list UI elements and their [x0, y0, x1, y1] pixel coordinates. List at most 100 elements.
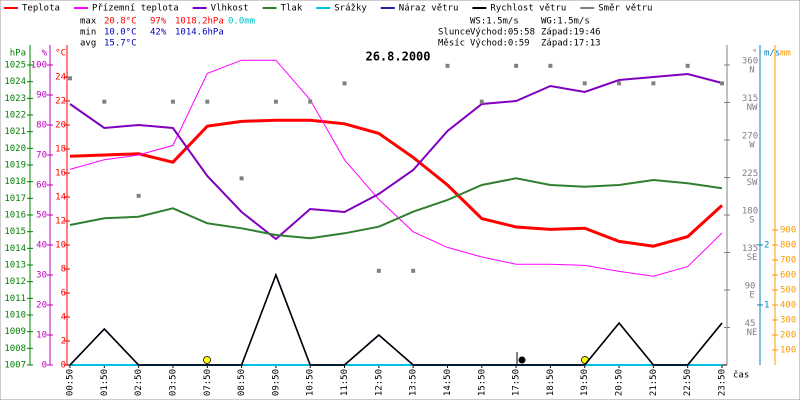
y-tick-label: 100	[31, 61, 47, 71]
x-tick-label: 13:50	[409, 369, 419, 396]
y-tick-label: 1014	[4, 244, 26, 254]
y-tick-label: 1013	[4, 261, 26, 271]
direction-point	[445, 63, 450, 68]
y-tick-label: 6	[61, 289, 66, 299]
y-tick-label: 20	[36, 301, 47, 311]
direction-point	[548, 63, 553, 68]
y-tick-label: 1016	[4, 211, 26, 221]
y-tick-label: 1021	[4, 127, 26, 137]
y-tick-label: 1023	[4, 94, 26, 104]
y-tick-label: 1018	[4, 177, 26, 187]
direction-point	[514, 63, 519, 68]
y-tick-label: 1	[764, 300, 769, 310]
y-tick-label: 0	[42, 361, 47, 371]
y-tick-label: 360	[742, 57, 758, 67]
y-tick-name: SW	[747, 178, 758, 188]
y-tick-label: 1008	[4, 344, 26, 354]
stat-text: 42%	[150, 28, 167, 38]
info-text: Západ:17:13	[541, 39, 601, 49]
direction-point	[720, 81, 724, 86]
series-line	[69, 118, 724, 248]
direction-point	[239, 176, 244, 181]
x-tick-label: 02:50	[134, 369, 144, 396]
info-text: WG:1.5m/s	[541, 17, 590, 27]
y-tick-label: 135	[742, 244, 758, 254]
y-tick-label: 1011	[4, 294, 26, 304]
y-tick-label: 16	[55, 169, 66, 179]
series-line	[69, 272, 723, 366]
y-tick-label: 700	[780, 255, 796, 265]
legend-label: Tlak	[281, 4, 303, 14]
x-tick-label: 23:50	[718, 369, 728, 396]
y-tick-label: 90	[745, 282, 756, 292]
y-tick-label: 4	[61, 313, 66, 323]
y-tick-label: 1009	[4, 327, 26, 337]
y-tick-label: 24	[55, 73, 66, 83]
x-tick-label: 21:50	[649, 369, 659, 396]
x-tick-label: 14:50	[443, 369, 453, 396]
legend-label: Směr větru	[598, 4, 652, 14]
stat-text: min	[80, 28, 96, 38]
sunrise-icon	[203, 356, 211, 364]
y-tick-name: NW	[747, 103, 758, 113]
legend-label: Náraz větru	[399, 4, 459, 14]
x-tick-label: 12:50	[374, 369, 384, 396]
y-tick-label: 0	[61, 361, 66, 371]
axis-unit: m/s	[764, 49, 780, 59]
y-tick-label: 2	[764, 240, 769, 250]
direction-point	[376, 268, 381, 273]
x-tick-label: 19:50	[580, 369, 590, 396]
x-tick-label: 10:50	[306, 369, 316, 396]
info-text: Slunce	[438, 28, 471, 38]
axis-unit: hPa	[10, 49, 26, 59]
stat-text: avg	[80, 39, 96, 49]
stat-text: 15.7°C	[104, 39, 137, 49]
y-tick-label: 20	[55, 121, 66, 131]
axis-unit: °	[752, 49, 757, 59]
y-tick-label: 225	[742, 169, 758, 179]
info-text: Východ:0:59	[470, 39, 530, 49]
y-tick-label: 180	[742, 207, 758, 217]
y-tick-label: 60	[36, 181, 47, 191]
y-tick-label: 270	[742, 132, 758, 142]
x-tick-label: 15:50	[477, 369, 487, 396]
y-tick-label: 90	[36, 91, 47, 101]
info-text: Východ:05:58	[470, 28, 535, 38]
y-tick-name: E	[749, 291, 754, 301]
y-tick-label: 600	[780, 270, 796, 280]
y-tick-label: 1025	[4, 61, 26, 71]
stat-text: 0.0mm	[228, 17, 255, 27]
info-text: WS:1.5m/s	[470, 17, 519, 27]
series-line	[69, 72, 723, 241]
x-tick-label: 09:50	[271, 369, 281, 396]
axis-unit: %	[42, 49, 48, 59]
direction-point	[342, 81, 347, 86]
y-tick-label: 1019	[4, 161, 26, 171]
legend-label: Vlhkost	[211, 4, 249, 14]
y-tick-label: 800	[780, 240, 796, 250]
y-tick-label: 315	[742, 94, 758, 104]
y-tick-label: 14	[55, 193, 66, 203]
direction-point	[205, 99, 210, 104]
x-tick-label: 17:50	[512, 369, 522, 396]
y-tick-label: 45	[745, 319, 756, 329]
direction-point	[170, 99, 175, 104]
info-text: Měsíc	[438, 39, 465, 49]
x-tick-label: 20:50	[615, 369, 625, 396]
legend-label: Rychlost větru	[490, 4, 566, 14]
direction-point	[617, 81, 622, 86]
y-tick-name: NE	[747, 328, 758, 338]
y-tick-label: 2	[61, 337, 66, 347]
y-tick-label: 30	[36, 271, 47, 281]
stat-text: 20.8°C	[104, 17, 137, 27]
legend-label: Teplota	[22, 4, 60, 14]
x-tick-label: 00:50	[66, 369, 76, 396]
y-tick-label: 10	[55, 241, 66, 251]
series-line	[69, 59, 723, 277]
y-tick-label: 22	[55, 97, 66, 107]
y-tick-label: 80	[36, 121, 47, 131]
y-tick-name: S	[749, 216, 754, 226]
stat-text: max	[80, 17, 97, 27]
